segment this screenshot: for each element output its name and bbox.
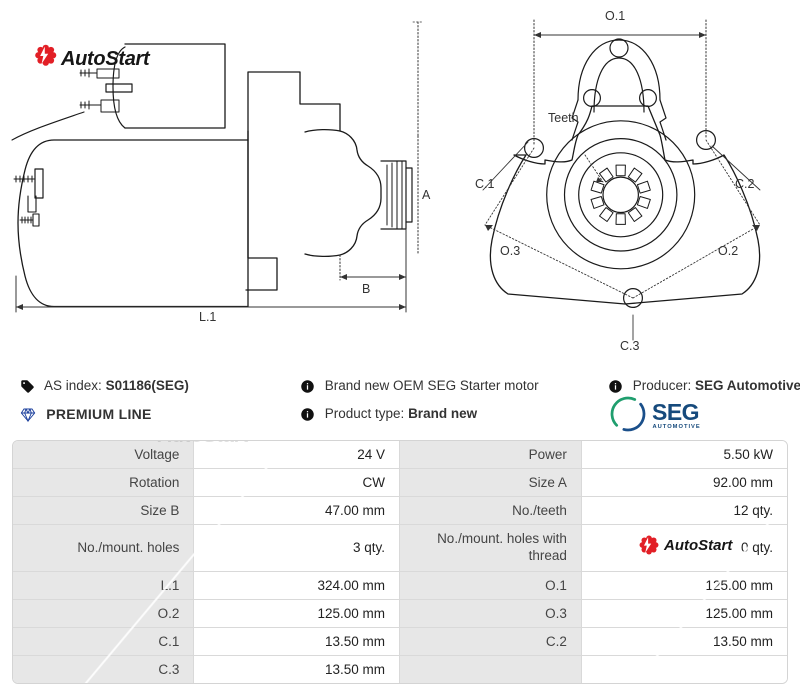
svg-text:A: A xyxy=(422,188,431,202)
svg-text:L.1: L.1 xyxy=(199,310,216,324)
svg-text:AUTOMOTIVE: AUTOMOTIVE xyxy=(653,424,701,430)
svg-text:C.3: C.3 xyxy=(620,339,640,352)
svg-text:B: B xyxy=(362,282,370,296)
svg-text:O.2: O.2 xyxy=(718,244,738,258)
svg-text:AutoStart: AutoStart xyxy=(60,48,151,70)
svg-text:O.1: O.1 xyxy=(605,9,625,23)
svg-text:C.1: C.1 xyxy=(475,177,495,191)
svg-text:SEG: SEG xyxy=(652,399,699,425)
svg-text:C.2: C.2 xyxy=(735,177,755,191)
svg-text:O.3: O.3 xyxy=(500,244,520,258)
svg-text:Teeth: Teeth xyxy=(548,111,579,125)
